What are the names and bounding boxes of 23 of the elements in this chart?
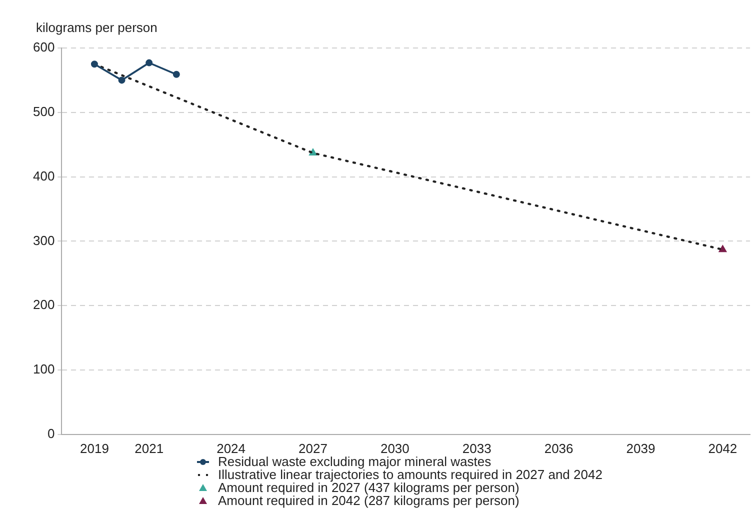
x-tick-label: 2030	[380, 440, 410, 456]
point	[146, 59, 153, 66]
x-tick-label: 2027	[298, 440, 328, 456]
y-tick-label: 200	[32, 297, 55, 312]
point	[718, 245, 727, 252]
x-tick-label: 2033	[462, 440, 492, 456]
y-tick-label: 100	[32, 362, 55, 377]
x-tick-label: 2019	[80, 440, 109, 456]
x-tick-label: 2024	[216, 440, 246, 456]
y-tick-label: 500	[32, 104, 55, 119]
point	[90, 60, 98, 68]
x-tick-label: 2042	[708, 440, 738, 456]
x-tick-label: 2021	[134, 440, 164, 456]
y-axis-title: kilograms per person	[36, 20, 158, 35]
x-tick-label: 2036	[544, 440, 574, 456]
y-tick-label: 600	[32, 40, 55, 55]
x-tick-label: 2039	[626, 440, 656, 456]
point	[118, 76, 126, 84]
y-tick-label: 0	[47, 426, 55, 441]
y-tick-label: 400	[32, 168, 55, 184]
point	[172, 70, 180, 78]
y-tick-label: 300	[32, 232, 55, 248]
legend-label: Residual waste excluding major mineral wastes	[218, 454, 492, 469]
